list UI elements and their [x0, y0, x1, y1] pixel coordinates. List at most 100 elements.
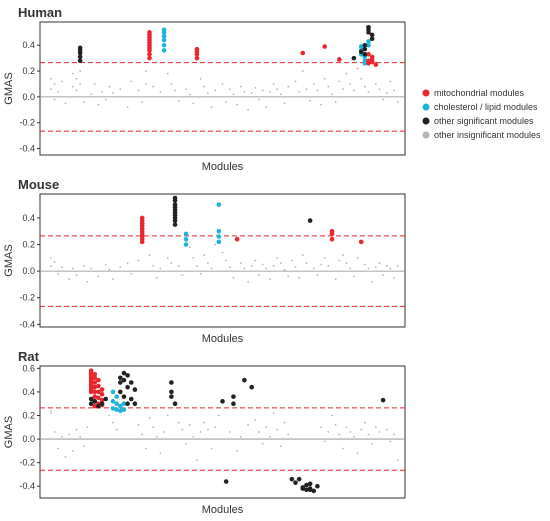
data-point — [276, 428, 279, 431]
data-point — [358, 49, 364, 54]
y-tick-label: 0.0 — [22, 92, 35, 102]
data-point — [207, 92, 209, 94]
data-point — [128, 380, 134, 385]
data-point — [147, 55, 152, 61]
data-point — [312, 267, 315, 270]
data-point — [86, 280, 89, 283]
data-point — [231, 401, 236, 407]
data-point — [192, 435, 195, 438]
x-axis-label: Modules — [202, 333, 244, 345]
data-point — [125, 384, 130, 390]
panel-1: Mouse -0.4 -0.2 0.0 0.2 0.4 GMAS Modules — [3, 177, 406, 345]
data-point — [304, 487, 309, 493]
data-point — [53, 260, 56, 263]
data-point — [101, 90, 103, 93]
data-point — [214, 426, 217, 429]
data-point — [61, 95, 63, 98]
data-point — [86, 426, 89, 429]
data-point — [71, 85, 74, 88]
data-point — [214, 243, 217, 246]
data-point — [155, 276, 158, 279]
data-point — [363, 263, 366, 266]
data-point — [265, 267, 268, 270]
data-point — [118, 375, 123, 381]
data-point — [185, 442, 187, 445]
data-point — [75, 77, 78, 80]
data-point — [181, 428, 184, 431]
data-point — [287, 85, 290, 88]
data-point — [112, 278, 114, 281]
data-point — [166, 256, 169, 259]
data-point — [272, 264, 275, 267]
data-point — [121, 370, 127, 376]
data-point — [371, 442, 374, 445]
data-point — [137, 424, 140, 426]
data-point — [371, 280, 374, 283]
data-point — [159, 267, 162, 270]
data-point — [243, 267, 246, 270]
data-point — [121, 394, 127, 399]
y-tick-label: 0.4 — [22, 387, 35, 397]
data-point — [362, 46, 368, 52]
data-point — [373, 62, 379, 67]
data-point — [71, 449, 74, 452]
data-point — [183, 242, 189, 247]
data-point — [301, 254, 304, 257]
data-point — [298, 276, 301, 279]
data-point — [108, 414, 111, 417]
data-point — [247, 424, 249, 426]
data-point — [159, 90, 162, 93]
data-point — [283, 421, 286, 424]
data-point — [327, 264, 330, 267]
data-point — [61, 266, 63, 269]
data-point — [92, 399, 98, 404]
series-mitochondrial — [147, 30, 379, 67]
data-point — [163, 431, 166, 433]
data-point — [363, 85, 366, 88]
series-mitochondrial — [88, 368, 105, 409]
data-point — [367, 433, 370, 436]
data-point — [75, 89, 78, 92]
data-point — [126, 262, 129, 265]
data-point — [99, 401, 105, 407]
data-point — [104, 263, 107, 266]
legend-marker — [422, 117, 430, 125]
data-point — [159, 452, 162, 455]
data-point — [90, 93, 92, 96]
data-point — [68, 433, 71, 436]
data-point — [103, 396, 108, 402]
data-point — [61, 80, 63, 83]
data-point — [369, 32, 375, 38]
data-point — [183, 236, 189, 242]
data-point — [356, 452, 359, 455]
data-point — [207, 262, 209, 265]
data-point — [121, 407, 127, 412]
data-point — [323, 256, 326, 259]
data-point — [225, 259, 228, 262]
data-point — [210, 267, 213, 270]
data-point — [203, 85, 206, 88]
data-point — [92, 380, 98, 385]
data-point — [366, 61, 371, 66]
data-point — [170, 262, 173, 265]
data-point — [50, 412, 52, 415]
data-point — [247, 280, 249, 283]
data-point — [239, 435, 242, 438]
data-point — [92, 403, 98, 409]
data-point — [92, 389, 98, 395]
data-point — [92, 375, 98, 381]
data-point — [57, 90, 60, 93]
data-point — [369, 59, 375, 65]
data-point — [152, 264, 155, 267]
data-point — [296, 476, 302, 482]
data-point — [169, 394, 174, 399]
series-other_significant — [172, 195, 313, 227]
legend-label: other insignificant modules — [434, 130, 541, 140]
data-point — [349, 267, 352, 270]
data-point — [50, 77, 52, 80]
data-point — [351, 55, 357, 61]
data-point — [269, 435, 271, 438]
data-point — [199, 272, 202, 275]
plot-frame — [39, 193, 406, 328]
